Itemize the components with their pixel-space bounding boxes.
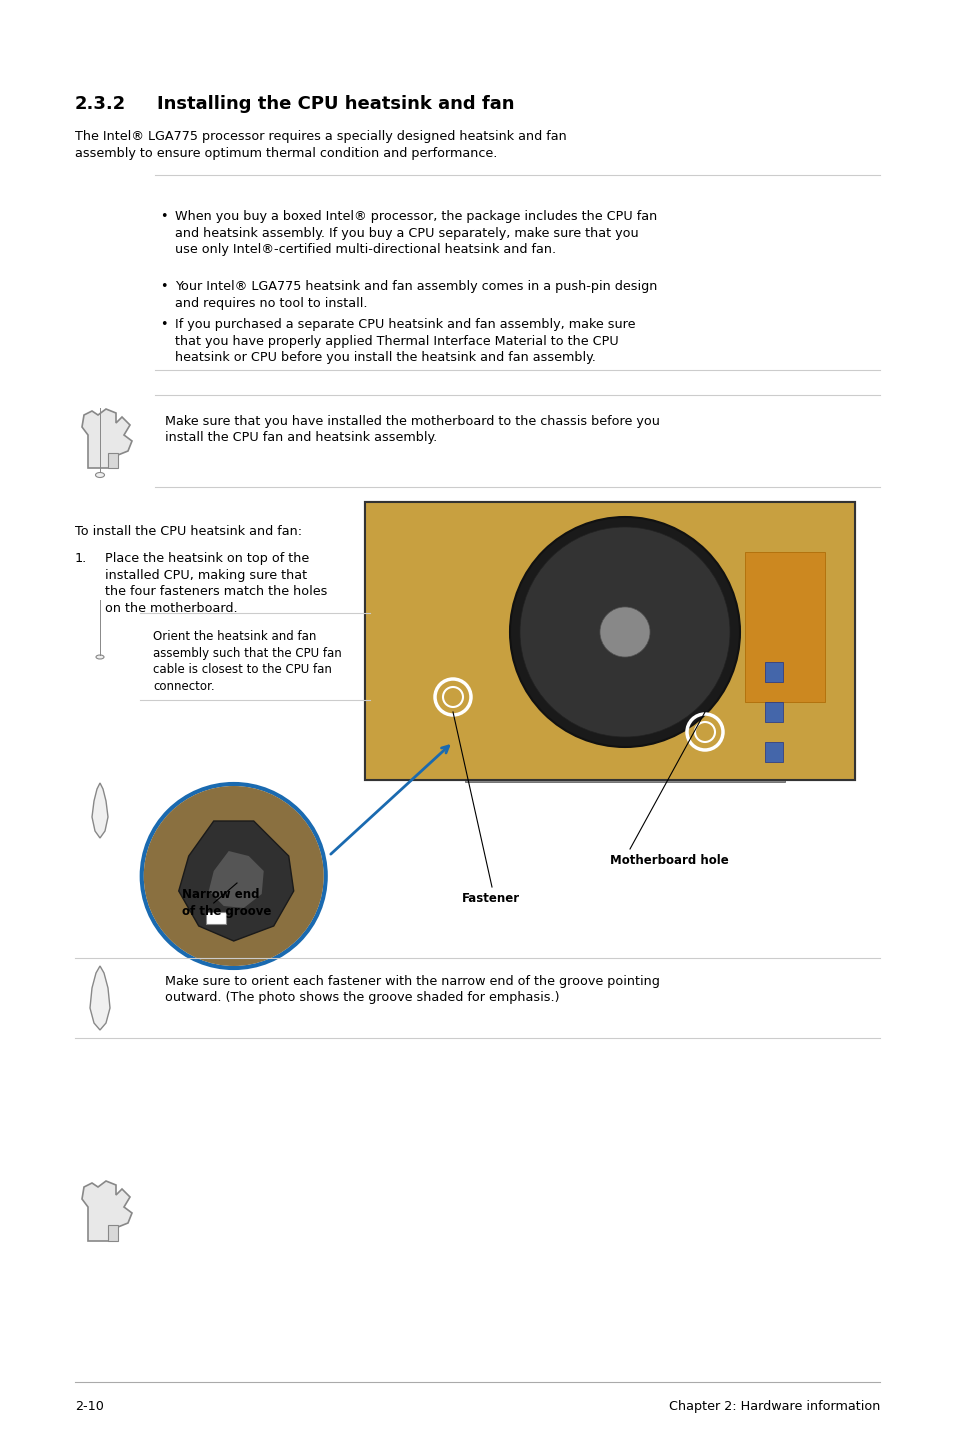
Text: •: • xyxy=(160,210,168,223)
Polygon shape xyxy=(82,1181,132,1241)
Circle shape xyxy=(510,518,740,746)
Text: 1.: 1. xyxy=(75,552,87,565)
Polygon shape xyxy=(108,453,118,467)
Text: The Intel® LGA775 processor requires a specially designed heatsink and fan
assem: The Intel® LGA775 processor requires a s… xyxy=(75,129,566,160)
Text: 2.3.2: 2.3.2 xyxy=(75,95,126,114)
Text: Narrow end
of the groove: Narrow end of the groove xyxy=(182,889,271,917)
Text: Make sure to orient each fastener with the narrow end of the groove pointing
out: Make sure to orient each fastener with t… xyxy=(165,975,659,1005)
FancyBboxPatch shape xyxy=(764,742,782,762)
Circle shape xyxy=(599,607,649,657)
Circle shape xyxy=(144,787,323,966)
Ellipse shape xyxy=(95,473,105,477)
Text: Motherboard hole: Motherboard hole xyxy=(609,854,728,867)
Polygon shape xyxy=(209,851,263,907)
Text: Fastener: Fastener xyxy=(461,892,519,905)
Text: To install the CPU heatsink and fan:: To install the CPU heatsink and fan: xyxy=(75,525,302,538)
FancyBboxPatch shape xyxy=(764,661,782,682)
Circle shape xyxy=(519,526,729,738)
Ellipse shape xyxy=(96,654,104,659)
Text: Make sure that you have installed the motherboard to the chassis before you
inst: Make sure that you have installed the mo… xyxy=(165,416,659,444)
FancyBboxPatch shape xyxy=(744,552,824,702)
Circle shape xyxy=(139,782,328,971)
Polygon shape xyxy=(82,408,132,467)
Text: When you buy a boxed Intel® processor, the package includes the CPU fan
and heat: When you buy a boxed Intel® processor, t… xyxy=(174,210,657,256)
FancyBboxPatch shape xyxy=(464,631,784,782)
Text: Chapter 2: Hardware information: Chapter 2: Hardware information xyxy=(668,1401,879,1414)
FancyBboxPatch shape xyxy=(365,502,854,779)
FancyBboxPatch shape xyxy=(764,702,782,722)
FancyBboxPatch shape xyxy=(206,912,226,925)
Text: Place the heatsink on top of the
installed CPU, making sure that
the four fasten: Place the heatsink on top of the install… xyxy=(105,552,327,614)
Text: 2-10: 2-10 xyxy=(75,1401,104,1414)
Polygon shape xyxy=(108,1225,118,1241)
Text: Installing the CPU heatsink and fan: Installing the CPU heatsink and fan xyxy=(157,95,514,114)
FancyBboxPatch shape xyxy=(365,502,854,779)
Text: •: • xyxy=(160,280,168,293)
Polygon shape xyxy=(90,966,110,1030)
Circle shape xyxy=(515,522,734,742)
Polygon shape xyxy=(178,821,294,940)
Text: Your Intel® LGA775 heatsink and fan assembly comes in a push-pin design
and requ: Your Intel® LGA775 heatsink and fan asse… xyxy=(174,280,657,309)
Polygon shape xyxy=(91,784,108,838)
Text: If you purchased a separate CPU heatsink and fan assembly, make sure
that you ha: If you purchased a separate CPU heatsink… xyxy=(174,318,635,364)
Text: Orient the heatsink and fan
assembly such that the CPU fan
cable is closest to t: Orient the heatsink and fan assembly suc… xyxy=(152,630,341,693)
Text: •: • xyxy=(160,318,168,331)
Circle shape xyxy=(595,603,655,661)
